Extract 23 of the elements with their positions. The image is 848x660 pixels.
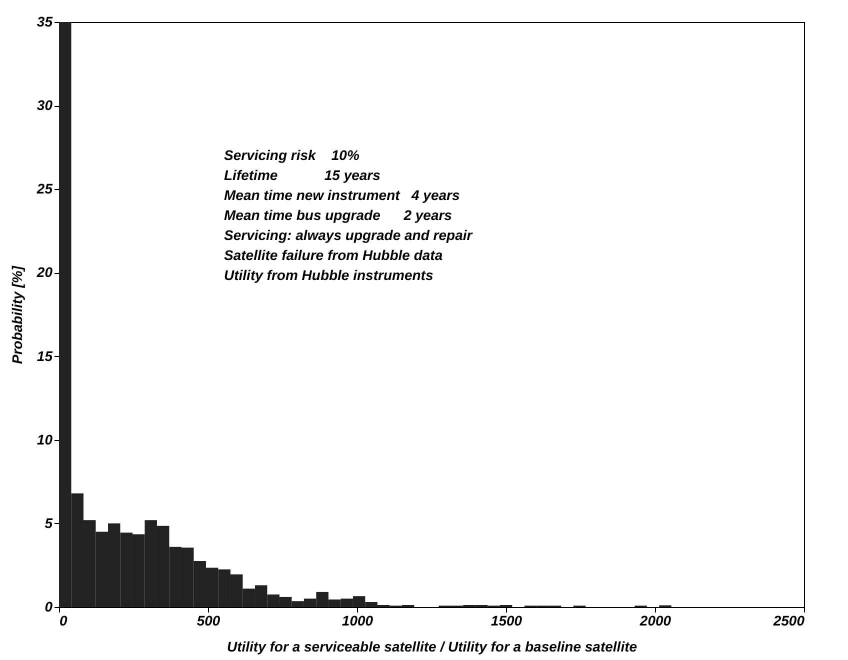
annotation: Servicing: always upgrade and repair	[224, 227, 474, 243]
x-tick-label: 1000	[342, 612, 374, 628]
x-tick-label: 2500	[772, 612, 805, 628]
y-axis-title: Probability [%]	[8, 264, 25, 364]
annotation: Mean time bus upgrade 2 years	[224, 207, 452, 223]
y-tick-label: 0	[44, 598, 53, 614]
annotation: Mean time new instrument 4 years	[224, 187, 460, 203]
annotation: Satellite failure from Hubble data	[224, 247, 443, 263]
y-tick-label: 10	[36, 431, 53, 448]
x-axis-title: Utility for a serviceable satellite / Utility for a baseline satellite	[226, 638, 638, 654]
x-tick-label: 1500	[490, 612, 522, 628]
x-tick-label: 500	[196, 612, 220, 628]
annotation: Utility from Hubble instruments	[224, 267, 434, 283]
x-tick-label: 0	[60, 612, 68, 628]
y-tick-label: 15	[36, 348, 53, 364]
y-tick-label: 30	[36, 97, 53, 114]
y-tick-label: 35	[36, 14, 53, 30]
y-tick-label: 5	[44, 514, 53, 531]
y-tick-label: 20	[36, 264, 53, 280]
annotation: Servicing risk 10%	[224, 147, 360, 163]
x-tick-label: 2000	[638, 612, 672, 628]
y-tick-label: 25	[36, 180, 53, 197]
annotation: Lifetime 15 years	[224, 167, 381, 183]
